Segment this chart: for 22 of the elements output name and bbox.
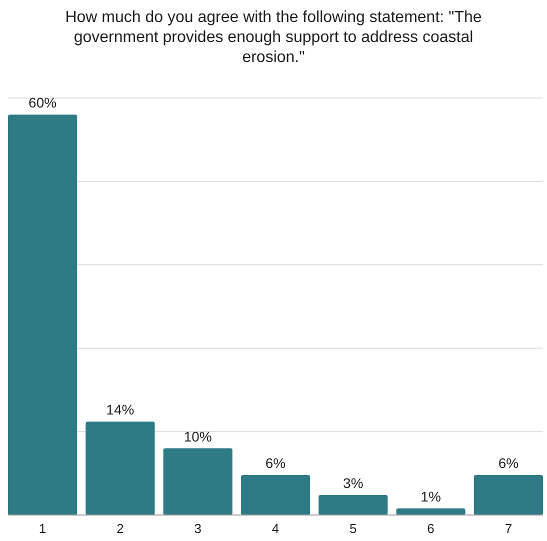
data-label: 14% bbox=[106, 402, 134, 418]
x-tick-label: 4 bbox=[272, 521, 280, 536]
x-tick-label: 1 bbox=[38, 521, 46, 536]
bar bbox=[8, 114, 78, 515]
bar bbox=[318, 494, 388, 515]
chart-title: How much do you agree with the following statement: "The government provides enough support to address coastal erosion." bbox=[65, 9, 482, 66]
bar bbox=[163, 448, 232, 515]
bar bbox=[474, 474, 543, 515]
x-tick-label: 6 bbox=[427, 521, 434, 536]
data-label: 60% bbox=[28, 94, 57, 111]
x-tick-label: 7 bbox=[504, 521, 512, 536]
bar bbox=[240, 474, 310, 515]
data-label: 1% bbox=[420, 488, 441, 504]
data-label: 6% bbox=[265, 454, 286, 471]
x-tick-label: 5 bbox=[350, 521, 357, 536]
bar bbox=[86, 422, 155, 515]
data-label: 10% bbox=[184, 428, 212, 444]
x-tick-label: 3 bbox=[194, 521, 202, 536]
data-label: 3% bbox=[343, 474, 364, 491]
x-tick-label: 2 bbox=[116, 521, 124, 536]
data-label: 6% bbox=[498, 454, 519, 471]
bar bbox=[396, 508, 466, 515]
